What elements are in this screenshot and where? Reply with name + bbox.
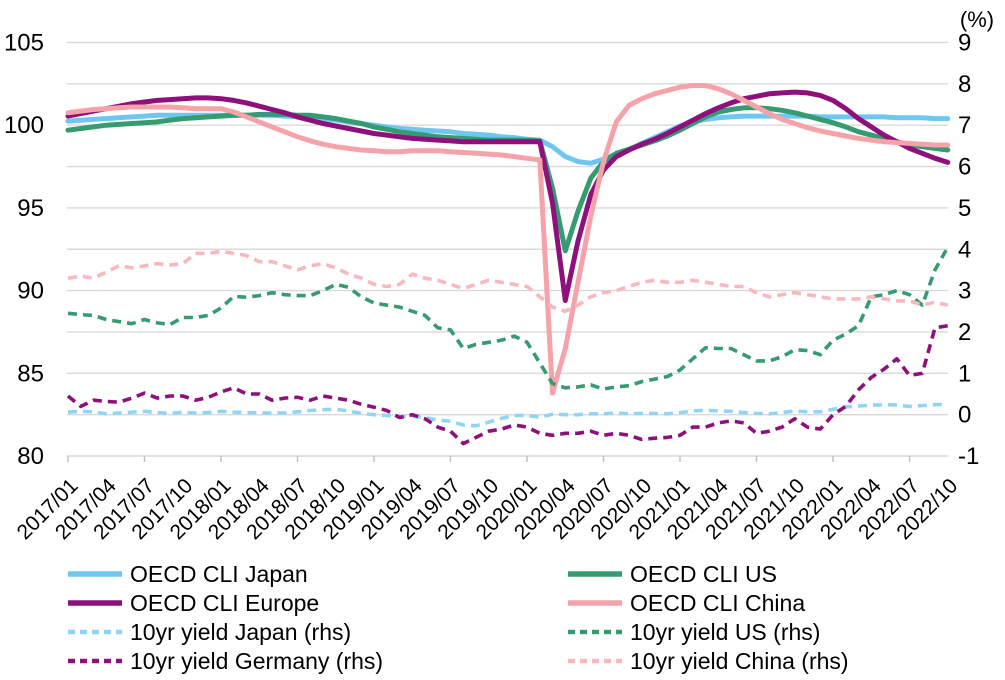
right-axis-unit-label: (%) xyxy=(960,7,994,32)
legend-label: 10yr yield Japan (rhs) xyxy=(130,619,351,645)
right-axis-tick-label: 8 xyxy=(958,71,971,98)
series-line-10yr-yield-japan-rhs xyxy=(67,402,948,428)
right-axis-tick-label: 3 xyxy=(958,278,971,305)
legend-item-oecd-cli-europe: OECD CLI Europe xyxy=(68,590,319,616)
x-axis-labels: 2017/012017/042017/072017/102018/012018/… xyxy=(13,474,963,544)
series-line-oecd-cli-china xyxy=(65,83,951,396)
left-axis-tick-label: 105 xyxy=(4,30,44,57)
right-axis-tick-label: 0 xyxy=(958,402,971,429)
right-axis-tick-label: 1 xyxy=(958,360,971,387)
right-axis-tick-label: 9 xyxy=(958,30,971,57)
legend-item-10yr-yield-china-rhs: 10yr yield China (rhs) xyxy=(568,648,849,674)
legend-label: 10yr yield US (rhs) xyxy=(630,619,820,645)
legend-item-oecd-cli-japan: OECD CLI Japan xyxy=(68,561,308,587)
series-lines xyxy=(65,83,951,446)
left-axis-tick-label: 80 xyxy=(17,443,44,470)
series-line-10yr-yield-germany-rhs xyxy=(66,323,949,446)
legend-item-oecd-cli-us: OECD CLI US xyxy=(568,561,777,587)
legend-item-10yr-yield-us-rhs: 10yr yield US (rhs) xyxy=(568,619,820,645)
legend-label: OECD CLI Europe xyxy=(130,590,319,616)
legend-label: OECD CLI China xyxy=(630,590,805,616)
legend-label: OECD CLI US xyxy=(630,561,777,587)
right-axis-tick-label: 5 xyxy=(958,195,971,222)
legend-label: 10yr yield China (rhs) xyxy=(630,648,849,674)
legend-item-oecd-cli-china: OECD CLI China xyxy=(568,590,805,616)
series-line-10yr-yield-us-rhs xyxy=(67,246,950,391)
left-axis-tick-label: 95 xyxy=(17,195,44,222)
left-axis-tick-label: 85 xyxy=(17,360,44,387)
series-line-10yr-yield-china-rhs xyxy=(67,249,949,314)
left-axis-tick-labels: 105 100 95 90 85 80 xyxy=(4,30,44,471)
right-axis-tick-label: -1 xyxy=(958,443,979,470)
legend-label: OECD CLI Japan xyxy=(130,561,308,587)
right-axis-tick-label: 4 xyxy=(958,236,971,263)
right-axis-tick-labels: 9 8 7 6 5 4 3 2 1 0 -1 xyxy=(958,30,979,471)
left-axis-tick-label: 100 xyxy=(4,112,44,139)
legend: OECD CLI Japan OECD CLI US OECD CLI Europe… xyxy=(68,561,849,674)
x-axis-tick-marks xyxy=(67,456,911,462)
legend-label: 10yr yield Germany (rhs) xyxy=(130,648,383,674)
legend-item-10yr-yield-japan-rhs: 10yr yield Japan (rhs) xyxy=(68,619,351,645)
series-line-oecd-cli-europe xyxy=(65,89,951,303)
right-axis-tick-label: 6 xyxy=(958,154,971,181)
right-axis-tick-label: 2 xyxy=(958,319,971,346)
left-axis-tick-label: 90 xyxy=(17,278,44,305)
legend-item-10yr-yield-germany-rhs: 10yr yield Germany (rhs) xyxy=(68,648,383,674)
right-axis-tick-label: 7 xyxy=(958,112,971,139)
gridlines xyxy=(67,41,948,457)
